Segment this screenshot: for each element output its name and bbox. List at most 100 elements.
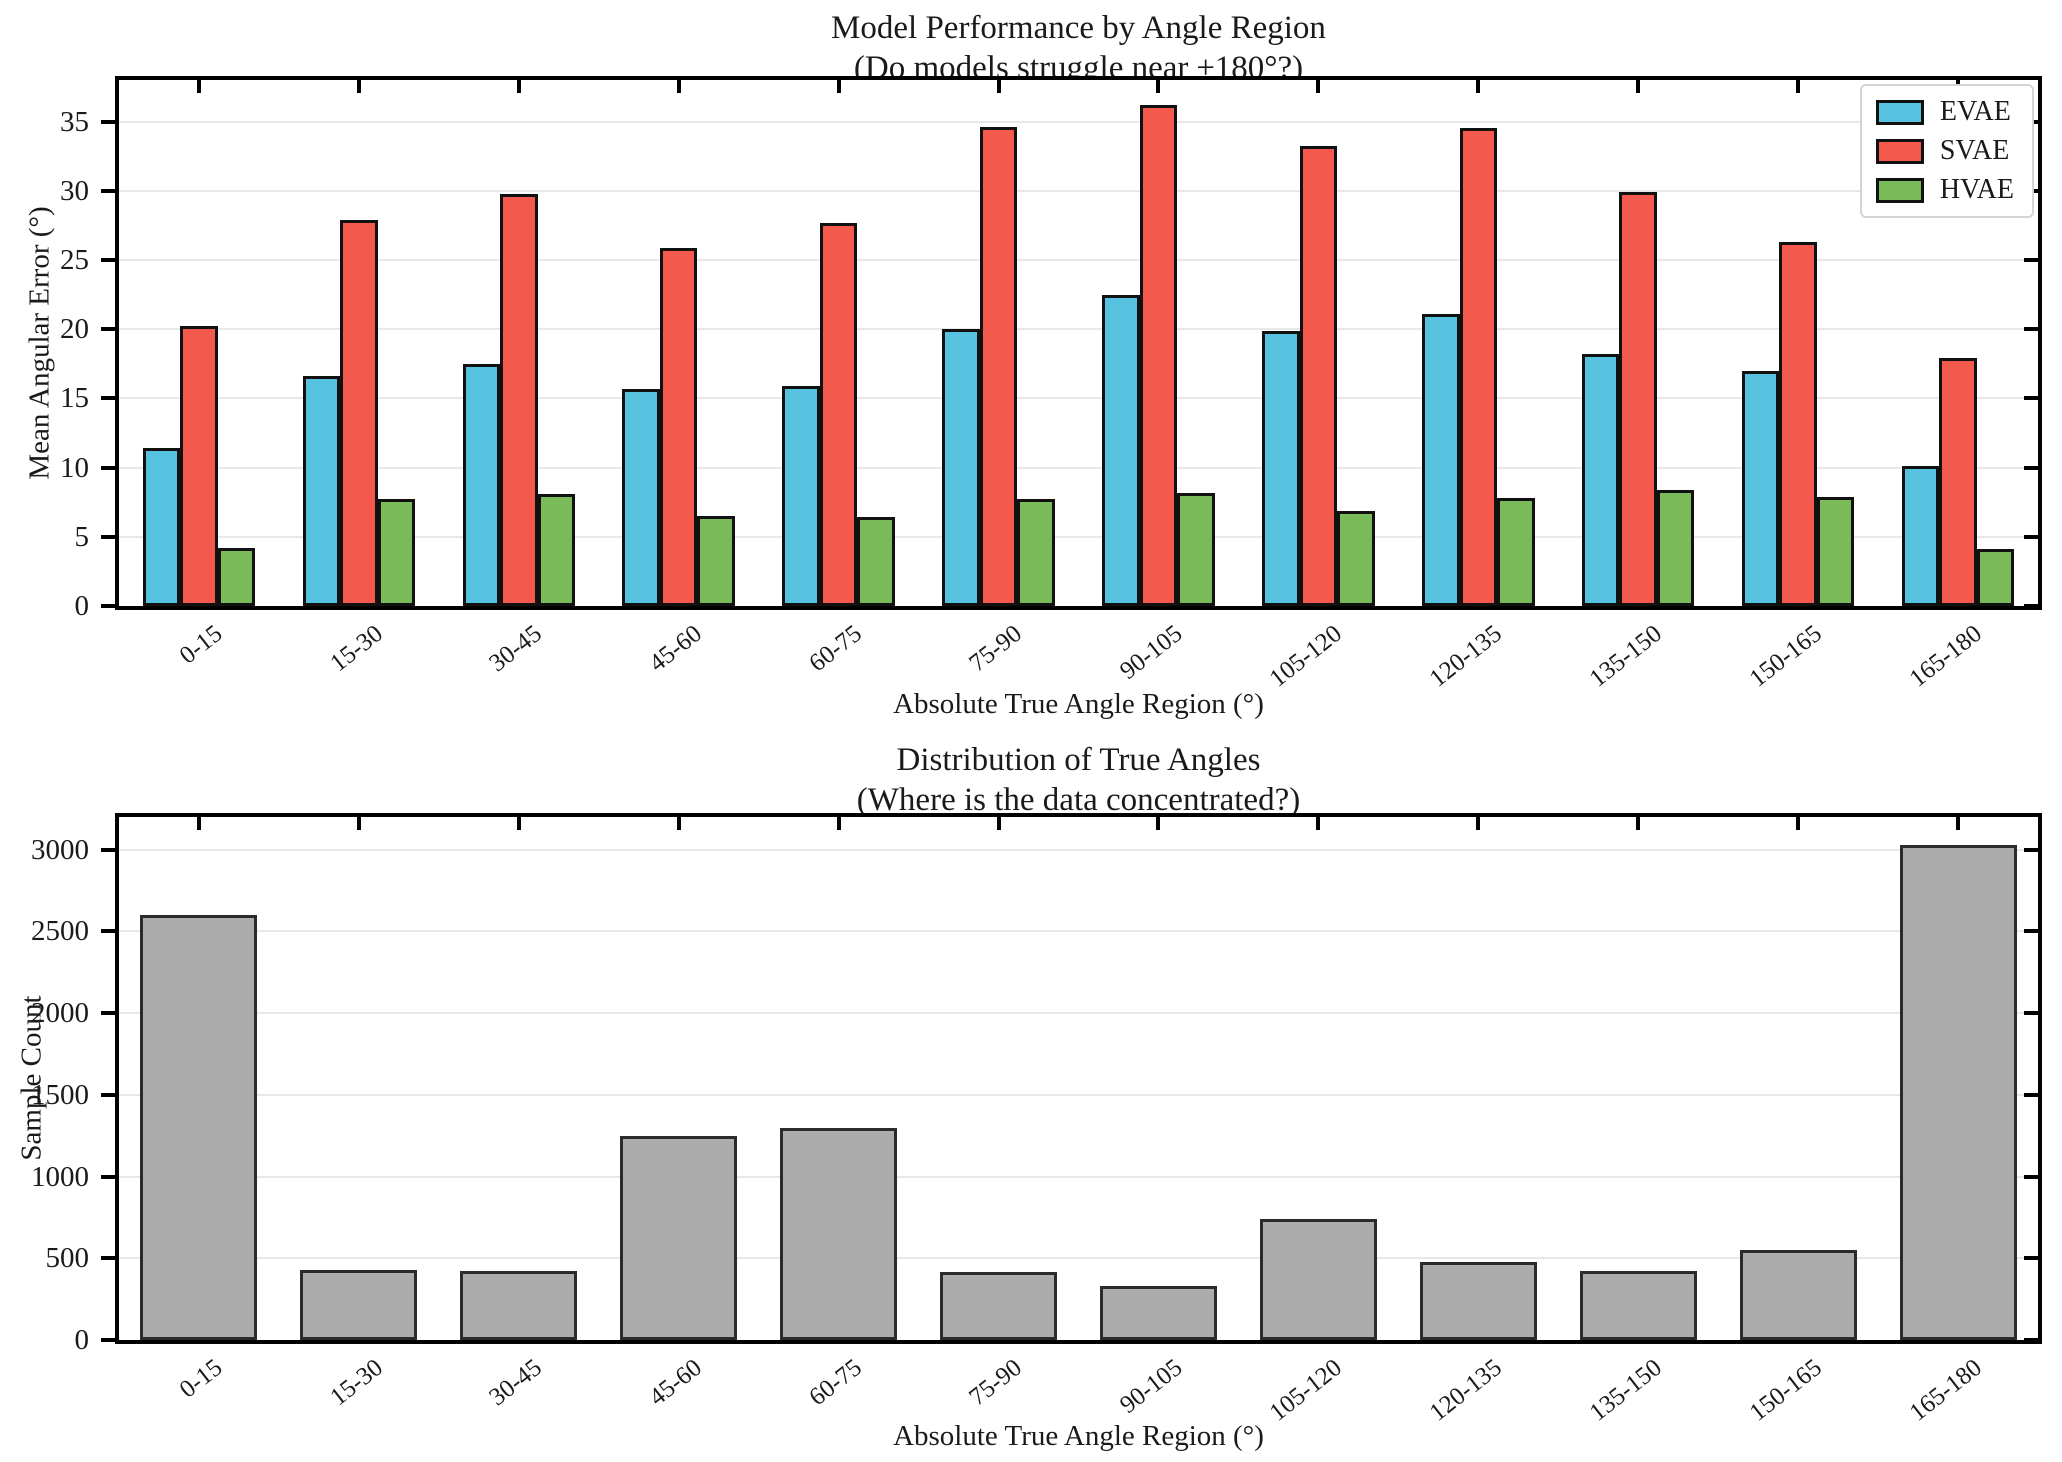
bar-svae bbox=[819, 222, 858, 606]
y-tick-left bbox=[101, 1256, 115, 1261]
x-tick-label: 0-15 bbox=[174, 1354, 228, 1404]
x-tick-label: 30-45 bbox=[484, 620, 548, 678]
bar-evae bbox=[942, 329, 980, 606]
y-tick-right bbox=[2024, 396, 2038, 401]
bar-evae bbox=[1102, 294, 1140, 606]
x-tick-top bbox=[1156, 80, 1161, 93]
x-tick-top bbox=[1476, 817, 1481, 830]
x-tick-label: 135-150 bbox=[1584, 620, 1667, 693]
x-tick-top bbox=[1956, 817, 1961, 830]
x-tick-label: 0-15 bbox=[174, 620, 228, 670]
y-tick-label: 3000 bbox=[31, 833, 89, 866]
x-tick-top bbox=[996, 80, 1001, 93]
bar-svae bbox=[1139, 104, 1178, 606]
gridline bbox=[119, 1257, 2038, 1260]
x-tick-label: 165-180 bbox=[1904, 620, 1987, 693]
gridline bbox=[119, 120, 2038, 123]
y-tick-right bbox=[2024, 465, 2038, 470]
bar-svae bbox=[659, 247, 698, 606]
x-tick-label: 90-105 bbox=[1114, 1354, 1188, 1419]
chart2-y-axis-label: Sample Count bbox=[15, 995, 48, 1161]
bar-evae bbox=[1581, 354, 1620, 606]
chart1-y-axis-label: Mean Angular Error (°) bbox=[23, 206, 56, 480]
chart2-title-line2: (Where is the data concentrated?) bbox=[856, 782, 1301, 818]
bar-sample-count bbox=[1259, 1219, 1377, 1340]
y-tick-left bbox=[101, 327, 115, 332]
y-tick-right bbox=[2024, 604, 2038, 608]
bar-sample-count bbox=[1419, 1261, 1537, 1340]
bar-sample-count bbox=[1899, 844, 2017, 1340]
bar-sample-count bbox=[940, 1272, 1058, 1340]
y-tick-right bbox=[2024, 847, 2038, 852]
gridline bbox=[119, 1175, 2038, 1178]
bar-hvae bbox=[1816, 496, 1855, 606]
x-tick-top bbox=[1476, 80, 1481, 93]
x-tick-top bbox=[1316, 80, 1321, 93]
y-tick-label: 2000 bbox=[31, 997, 89, 1030]
gridline bbox=[119, 1012, 2038, 1015]
x-tick-label: 45-60 bbox=[644, 1354, 708, 1412]
x-tick-top bbox=[676, 80, 681, 93]
x-tick-top bbox=[196, 80, 201, 93]
y-tick-left bbox=[101, 119, 115, 124]
bar-sample-count bbox=[460, 1271, 578, 1340]
bar-svae bbox=[1939, 358, 1977, 606]
bar-evae bbox=[302, 376, 341, 606]
chart1-plot-inner: 0 5 10 15 20 25 30 35 0-15 15-30 30-45 45-60 60-75 75… bbox=[60, 80, 2038, 693]
bar-evae bbox=[1741, 370, 1780, 606]
y-tick-left bbox=[101, 188, 115, 193]
y-tick-left bbox=[101, 604, 115, 608]
y-tick-left bbox=[101, 396, 115, 401]
bar-evae bbox=[1262, 330, 1300, 606]
x-tick-top bbox=[356, 80, 361, 93]
y-tick-right bbox=[2024, 257, 2038, 262]
bar-hvae bbox=[1976, 549, 2015, 606]
x-tick-label: 135-150 bbox=[1584, 1354, 1667, 1427]
bar-hvae bbox=[1656, 489, 1695, 606]
x-tick-top bbox=[1636, 817, 1641, 830]
bar-svae bbox=[979, 127, 1018, 606]
y-tick-label: 2500 bbox=[31, 915, 89, 948]
bar-svae bbox=[1299, 146, 1338, 606]
y-tick-left bbox=[101, 534, 115, 539]
y-tick-right bbox=[2024, 1338, 2038, 1342]
y-tick-left bbox=[101, 1174, 115, 1179]
x-tick-top bbox=[516, 817, 521, 830]
bar-hvae bbox=[217, 547, 256, 606]
chart2-title-line1: Distribution of True Angles bbox=[896, 742, 1261, 778]
x-tick-label: 15-30 bbox=[324, 1354, 388, 1412]
bar-svae bbox=[1619, 192, 1657, 606]
legend-swatch-hvae bbox=[1875, 177, 1924, 203]
legend-swatch-evae bbox=[1875, 99, 1924, 125]
y-tick-left bbox=[101, 1338, 115, 1342]
gridline bbox=[119, 1093, 2038, 1096]
chart1-x-axis-label: Absolute True Angle Region (°) bbox=[893, 688, 1264, 720]
legend-label: HVAE bbox=[1939, 174, 2014, 205]
x-tick-label: 45-60 bbox=[644, 620, 708, 678]
y-tick-right bbox=[2024, 929, 2038, 934]
y-tick-label: 30 bbox=[60, 174, 89, 207]
chart2-plot-inner: 0 500 1000 1500 2000 2500 3000 0-15 15-30 30-45 45… bbox=[31, 817, 2038, 1427]
y-tick-label: 20 bbox=[60, 313, 89, 346]
legend-item: SVAE bbox=[1875, 137, 2014, 165]
x-tick-label: 75-90 bbox=[964, 1354, 1028, 1412]
x-tick-label: 60-75 bbox=[804, 1354, 868, 1412]
y-tick-right bbox=[2024, 327, 2038, 332]
bar-sample-count bbox=[140, 915, 258, 1340]
y-tick-left bbox=[101, 465, 115, 470]
bar-evae bbox=[142, 448, 181, 606]
bar-sample-count bbox=[1579, 1270, 1697, 1340]
x-tick-top bbox=[356, 817, 361, 830]
legend-swatch-svae bbox=[1875, 138, 1924, 164]
gridline bbox=[119, 535, 2038, 538]
x-tick-top bbox=[516, 80, 521, 93]
x-tick-top bbox=[836, 817, 841, 830]
legend-item: HVAE bbox=[1875, 174, 2014, 205]
bar-sample-count bbox=[780, 1127, 898, 1340]
bar-hvae bbox=[537, 493, 576, 606]
gridline bbox=[119, 466, 2038, 469]
y-tick-label: 35 bbox=[60, 105, 89, 138]
chart2-title: Distribution of True Angles (Where is th… bbox=[115, 740, 2042, 820]
chart1-title-line1: Model Performance by Angle Region bbox=[831, 10, 1326, 46]
x-tick-top bbox=[1796, 817, 1801, 830]
